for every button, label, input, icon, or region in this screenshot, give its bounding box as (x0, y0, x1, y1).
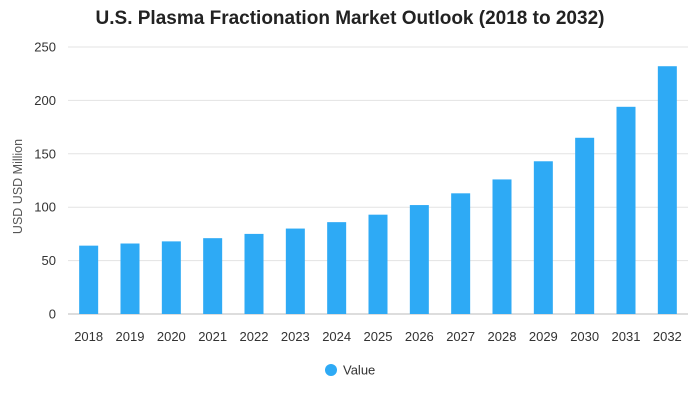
x-tick-label: 2021 (198, 329, 227, 344)
x-tick-label: 2018 (74, 329, 103, 344)
bar (203, 238, 223, 314)
x-tick-label: 2020 (157, 329, 186, 344)
bar (368, 214, 388, 314)
legend-marker (325, 364, 337, 376)
x-tick-label: 2028 (488, 329, 517, 344)
x-tick-label: 2030 (570, 329, 599, 344)
x-tick-label: 2024 (322, 329, 351, 344)
x-tick-label: 2022 (240, 329, 269, 344)
y-tick-label: 250 (34, 40, 56, 55)
bar (244, 233, 264, 314)
bar (327, 222, 347, 314)
bar (409, 205, 429, 314)
bar (657, 66, 677, 314)
x-tick-label: 2026 (405, 329, 434, 344)
x-tick-label: 2025 (364, 329, 393, 344)
bar (451, 193, 471, 314)
x-tick-label: 2019 (116, 329, 145, 344)
y-tick-label: 100 (34, 200, 56, 215)
bar (79, 245, 99, 314)
y-tick-label: 200 (34, 93, 56, 108)
bar (285, 228, 305, 314)
bar (616, 106, 636, 314)
x-tick-label: 2031 (612, 329, 641, 344)
x-tick-label: 2027 (446, 329, 475, 344)
bar (533, 161, 553, 314)
y-tick-label: 0 (49, 307, 56, 322)
bar (492, 179, 512, 314)
legend-label: Value (343, 363, 375, 378)
x-tick-label: 2023 (281, 329, 310, 344)
x-tick-label: 2032 (653, 329, 682, 344)
y-axis-title: USD USD Million (11, 139, 25, 234)
y-tick-label: 50 (42, 253, 56, 268)
bar (575, 137, 595, 314)
bar (120, 243, 140, 314)
x-tick-label: 2029 (529, 329, 558, 344)
bar (161, 241, 181, 314)
chart-title: U.S. Plasma Fractionation Market Outlook… (95, 8, 605, 29)
y-tick-label: 150 (34, 146, 56, 161)
